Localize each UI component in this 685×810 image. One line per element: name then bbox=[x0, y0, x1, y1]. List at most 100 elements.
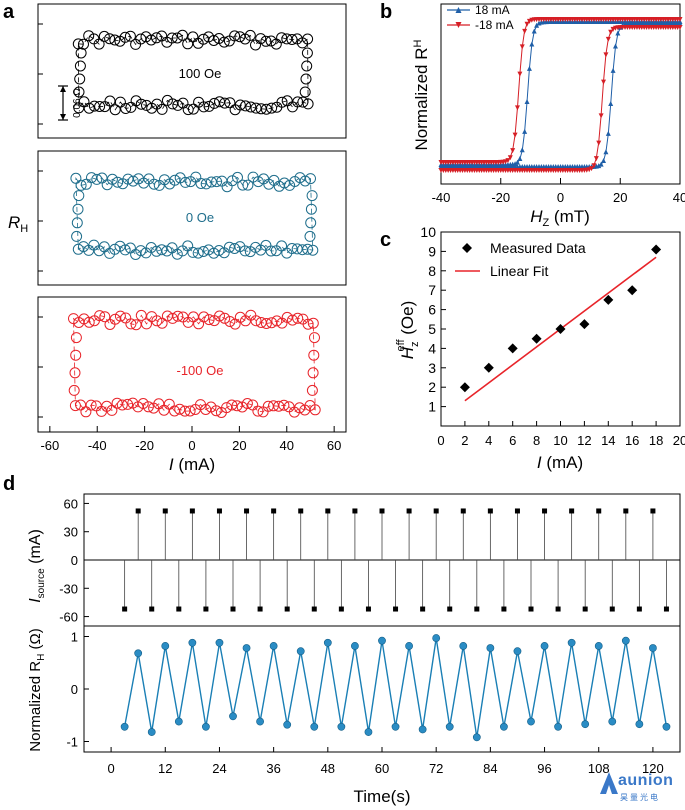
loop-point bbox=[260, 35, 272, 47]
panel-c-x-tick-label: 14 bbox=[601, 433, 615, 448]
resistance-point bbox=[378, 636, 386, 645]
measured-point bbox=[507, 343, 518, 354]
panel-b-point bbox=[519, 147, 525, 153]
loop-point bbox=[208, 35, 220, 46]
resistance-point bbox=[296, 647, 305, 656]
panel-d-top-ylabel: Isource (mA) bbox=[27, 529, 47, 603]
resistance-point bbox=[147, 728, 156, 736]
loop-point bbox=[203, 244, 215, 256]
panel-d-x-ticks: 0 12 24 36 48 60 72 84 96 108 120 bbox=[107, 747, 664, 776]
legend-label-18ma: 18 mA bbox=[475, 3, 510, 17]
panel-b-legend: 18 mA -18 mA bbox=[447, 3, 514, 32]
panel-b-point bbox=[677, 21, 683, 26]
resistance-point bbox=[215, 638, 224, 647]
loop-point bbox=[111, 397, 123, 409]
loop-point bbox=[91, 173, 103, 185]
resistance-point bbox=[432, 634, 441, 642]
loop-point bbox=[265, 35, 277, 47]
panel-b-point bbox=[605, 130, 611, 136]
loop-point bbox=[141, 99, 152, 111]
loop-point bbox=[291, 243, 303, 255]
resistance-point bbox=[120, 722, 129, 731]
loop-point bbox=[260, 103, 272, 115]
panel-d-x-tick-label: 72 bbox=[429, 761, 443, 776]
loop-point bbox=[172, 99, 184, 111]
panel-c-x-tick-label: 16 bbox=[625, 433, 639, 448]
current-point bbox=[582, 606, 588, 612]
resistance-point bbox=[337, 722, 346, 731]
loop-point bbox=[135, 309, 147, 321]
loop-point bbox=[169, 174, 181, 186]
loop-point bbox=[75, 399, 87, 411]
loop-point bbox=[151, 32, 162, 44]
loop-point bbox=[240, 100, 251, 112]
loop-point bbox=[205, 401, 217, 413]
panel-d-bottom-y-tick-label: 1 bbox=[71, 630, 78, 645]
panel-b-point bbox=[510, 148, 516, 154]
current-point bbox=[663, 606, 669, 612]
panel-b-point bbox=[517, 155, 523, 161]
resistance-point bbox=[323, 638, 332, 647]
loop-point bbox=[307, 367, 319, 379]
panel-b-curves bbox=[438, 17, 683, 173]
loop-point bbox=[146, 102, 158, 114]
panel-a-top-ticks bbox=[38, 23, 43, 418]
panel-b-series-line bbox=[441, 23, 680, 168]
loop-point bbox=[229, 318, 241, 330]
loop-point bbox=[232, 171, 243, 183]
panel-c-y-tick-label: 5 bbox=[428, 321, 436, 337]
panel-c-y-tick-label: 9 bbox=[428, 243, 436, 259]
resistance-point bbox=[594, 642, 603, 650]
resistance-point bbox=[174, 717, 183, 726]
loop-point bbox=[257, 406, 269, 418]
loop-point bbox=[281, 311, 293, 323]
loop-point bbox=[247, 399, 259, 411]
panel-d-x-tick-label: 108 bbox=[588, 761, 610, 776]
measured-point bbox=[579, 319, 590, 330]
current-point bbox=[298, 508, 304, 514]
loop-point bbox=[94, 310, 106, 322]
resistance-point bbox=[256, 717, 264, 726]
panel-d-x-tick-label: 48 bbox=[321, 761, 335, 776]
resistance-point bbox=[554, 722, 562, 731]
loop-point bbox=[203, 314, 215, 326]
panel-a-x-tick-label: -20 bbox=[135, 438, 154, 453]
loop-point bbox=[278, 177, 290, 189]
loop-point bbox=[245, 101, 257, 113]
loop-point bbox=[127, 397, 139, 409]
panel-c-data bbox=[459, 244, 662, 402]
loop-point bbox=[234, 31, 246, 43]
loop-point bbox=[112, 176, 124, 188]
panel-b-point bbox=[596, 140, 602, 146]
current-point bbox=[216, 508, 222, 514]
resistance-point bbox=[161, 642, 170, 650]
panel-d-x-tick-label: 36 bbox=[266, 761, 280, 776]
current-point bbox=[555, 606, 561, 612]
loop-point bbox=[71, 217, 83, 229]
panel-b-point bbox=[589, 166, 595, 172]
panel-d-bottom-ylabel: Normalized RH (Ω) bbox=[27, 628, 47, 751]
loop-point bbox=[250, 102, 262, 114]
loop-point bbox=[296, 244, 308, 256]
loop-point bbox=[71, 230, 83, 242]
panel-d-x-tick-label: 84 bbox=[483, 761, 497, 776]
loop-point bbox=[276, 32, 288, 44]
current-point bbox=[609, 606, 615, 612]
loop-point bbox=[250, 315, 262, 327]
loop-point bbox=[187, 103, 199, 115]
measured-point bbox=[651, 244, 662, 255]
current-point bbox=[393, 606, 399, 612]
loop-point bbox=[73, 102, 85, 114]
current-point bbox=[596, 508, 602, 514]
panel-a-x-tick-label: 20 bbox=[232, 438, 246, 453]
current-point bbox=[636, 606, 642, 612]
loop-point bbox=[302, 318, 314, 330]
panel-b-xlabel: HZ (mT) bbox=[530, 207, 590, 229]
loop-point bbox=[305, 203, 317, 215]
loop-point bbox=[300, 73, 312, 85]
loop-point bbox=[74, 60, 86, 72]
panel-b: b 18 mA -18 mA Normalized RH -40 -20 0 20 40… bbox=[380, 1, 685, 229]
panel-d-x-tick-label: 96 bbox=[537, 761, 551, 776]
panel-c-y-tick-label: 4 bbox=[428, 340, 436, 356]
